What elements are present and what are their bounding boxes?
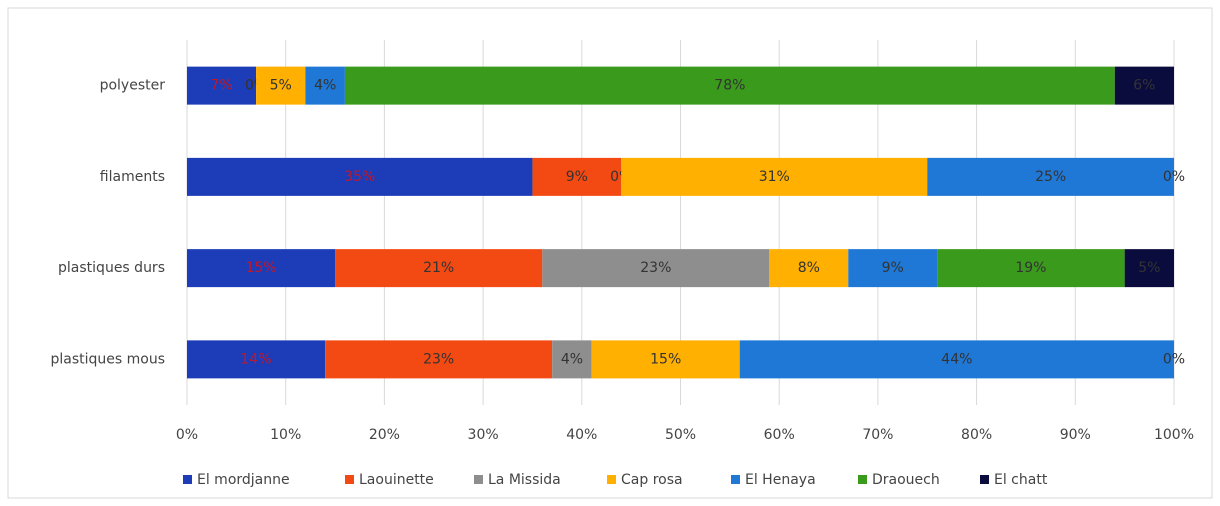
bar-segment xyxy=(187,249,336,288)
x-tick-label: 20% xyxy=(369,427,400,443)
bar-segment xyxy=(187,157,533,196)
data-label: 6% xyxy=(1133,78,1155,94)
data-label: 9% xyxy=(882,260,904,276)
y-tick-label: polyester xyxy=(100,78,166,94)
data-label: 0% xyxy=(1163,351,1185,367)
data-label: 15% xyxy=(650,351,681,367)
data-label: 15% xyxy=(245,260,276,276)
x-tick-label: 50% xyxy=(665,427,696,443)
legend-swatch xyxy=(858,475,867,484)
y-tick-label: plastiques mous xyxy=(50,351,165,367)
data-label: 4% xyxy=(561,351,583,367)
bar-segment xyxy=(1114,66,1174,105)
x-tick-label: 90% xyxy=(1060,427,1091,443)
x-tick-label: 60% xyxy=(764,427,795,443)
legend-label: Laouinette xyxy=(359,472,434,488)
bar-segment xyxy=(552,340,592,379)
legend-label: La Missida xyxy=(488,472,561,488)
x-tick-label: 10% xyxy=(270,427,301,443)
data-label: 0% xyxy=(1163,169,1185,185)
legend-swatch xyxy=(980,475,989,484)
legend-label: El Henaya xyxy=(745,472,816,488)
data-label: 35% xyxy=(344,169,375,185)
bar-segment xyxy=(344,66,1115,105)
x-tick-label: 0% xyxy=(176,427,198,443)
data-label: 9% xyxy=(566,169,588,185)
data-label: 8% xyxy=(798,260,820,276)
x-tick-label: 80% xyxy=(961,427,992,443)
legend-label: Draouech xyxy=(872,472,940,488)
data-label: 4% xyxy=(314,78,336,94)
data-label: 5% xyxy=(270,78,292,94)
x-tick-label: 30% xyxy=(468,427,499,443)
bar-segment xyxy=(542,249,770,288)
legend-swatch xyxy=(183,475,192,484)
data-label: 31% xyxy=(759,169,790,185)
bar-segment xyxy=(305,66,345,105)
data-label: 44% xyxy=(941,351,972,367)
x-tick-label: 100% xyxy=(1154,427,1194,443)
legend-swatch xyxy=(607,475,616,484)
legend-swatch xyxy=(731,475,740,484)
bar-segment xyxy=(187,340,326,379)
data-label: 78% xyxy=(714,78,745,94)
bar-segment xyxy=(532,157,622,196)
bar-segment xyxy=(325,340,553,379)
y-tick-label: filaments xyxy=(100,169,165,185)
data-label: 23% xyxy=(423,351,454,367)
legend-swatch xyxy=(345,475,354,484)
y-tick-label: plastiques durs xyxy=(58,260,165,276)
legend-label: El chatt xyxy=(994,472,1048,488)
bar-segment xyxy=(937,249,1125,288)
data-label: 7% xyxy=(210,78,232,94)
bar-segment xyxy=(739,340,1174,379)
data-label: 14% xyxy=(241,351,272,367)
bar-segment xyxy=(927,157,1174,196)
data-label: 25% xyxy=(1035,169,1066,185)
x-tick-label: 40% xyxy=(566,427,597,443)
bar-segment xyxy=(591,340,740,379)
bar-segment xyxy=(621,157,928,196)
bar-segment xyxy=(335,249,543,288)
bar-segment xyxy=(769,249,849,288)
data-label: 5% xyxy=(1138,260,1160,276)
legend-label: El mordjanne xyxy=(197,472,290,488)
data-label: 19% xyxy=(1015,260,1046,276)
bar-segment xyxy=(187,66,257,105)
legend-swatch xyxy=(474,475,483,484)
data-label: 21% xyxy=(423,260,454,276)
x-tick-label: 70% xyxy=(862,427,893,443)
bar-segment xyxy=(256,66,306,105)
bar-segment xyxy=(1124,249,1174,288)
bar-segment xyxy=(848,249,938,288)
data-label: 23% xyxy=(640,260,671,276)
legend-label: Cap rosa xyxy=(621,472,683,488)
